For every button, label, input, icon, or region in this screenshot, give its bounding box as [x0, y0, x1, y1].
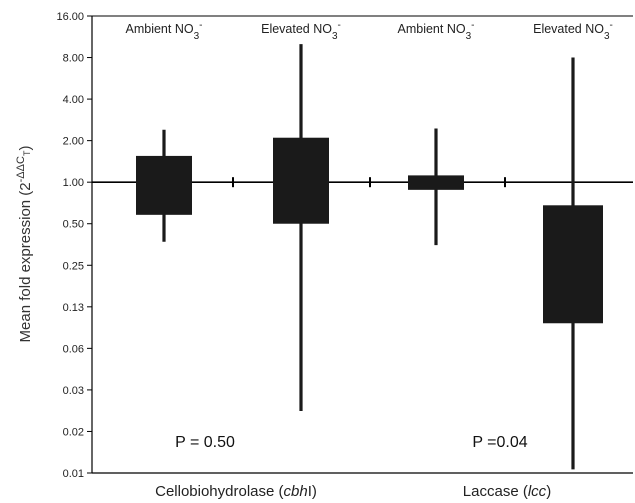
y-tick-label: 1.00 [63, 177, 84, 189]
p-value-label: P = 0.50 [175, 434, 235, 451]
y-tick-label: 8.00 [63, 53, 84, 65]
group-label: Ambient NO3- [398, 20, 475, 42]
group-label: Ambient NO3- [126, 20, 203, 42]
box-body [136, 155, 192, 215]
category-label: Laccase (lcc) [463, 483, 551, 500]
y-tick-label: 0.25 [63, 260, 84, 272]
y-tick-label: 2.00 [63, 136, 84, 148]
y-tick-label: 0.02 [63, 426, 84, 438]
box-body [408, 175, 464, 190]
box-body [543, 205, 603, 324]
y-tick-label: 4.00 [63, 94, 84, 106]
y-tick-label: 0.01 [63, 468, 84, 480]
y-tick-label: 0.06 [63, 343, 84, 355]
category-label: Cellobiohydrolase (cbhI) [155, 483, 317, 500]
box-body [273, 137, 329, 224]
group-label: Elevated NO3- [261, 20, 341, 42]
y-tick-label: 16.00 [56, 11, 84, 23]
y-tick-label: 0.03 [63, 385, 84, 397]
p-value-label: P =0.04 [472, 434, 527, 451]
y-tick-label: 0.50 [63, 219, 84, 231]
y-axis-title: Mean fold expression (2-ΔΔCT) [15, 146, 34, 343]
y-tick-label: 0.13 [63, 302, 84, 314]
group-label: Elevated NO3- [533, 20, 613, 42]
